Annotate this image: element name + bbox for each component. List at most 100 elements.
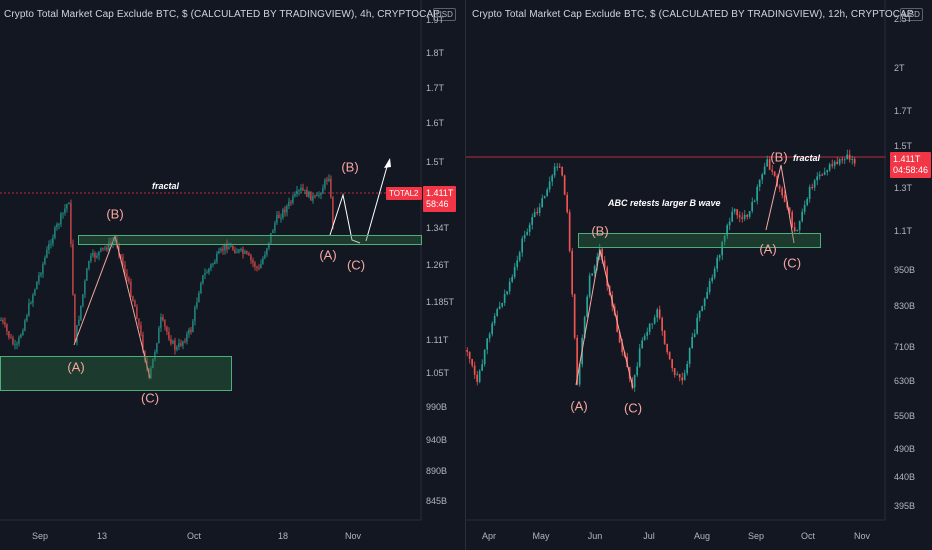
left-candle-body [166,326,168,332]
left-candle-body [102,247,104,249]
left-symbol-tag: TOTAL2 [386,187,422,200]
right-candle-body [848,154,851,160]
left-candle-body [324,179,326,188]
left-currency-button[interactable]: USD [433,8,456,21]
right-y-tick: 830B [894,301,916,311]
left-x-tick: Sep [31,531,49,541]
left-candle-body [198,292,200,303]
left-candle-body [82,294,84,306]
left-wave-b-projected: (B) [341,159,359,175]
right-candle-body [588,275,591,297]
left-candle-body [306,189,308,197]
right-x-tick: Jun [587,531,603,541]
right-candle-body [673,368,676,375]
right-candle-body [828,164,831,171]
left-candle-body [308,191,310,197]
right-price-value: 1.411T [893,154,921,164]
left-candle-body [26,315,28,321]
right-candle-body [478,370,481,382]
left-candle-body [278,214,280,219]
right-candle-body [473,365,476,375]
left-x-tick: 13 [96,531,108,541]
left-candle-body [76,325,78,343]
right-candle-body [781,188,783,196]
left-candle-body [210,264,212,269]
right-candle-body [488,333,491,339]
left-candle-body [106,247,108,250]
left-candle-body [140,325,142,335]
right-candle-body [768,159,771,170]
left-abc-path [73,234,151,379]
right-candle-body [841,159,843,161]
left-candle-body [96,255,98,258]
left-candle-body [318,194,320,196]
left-candle-body [192,320,194,332]
right-chart-panel[interactable]: Crypto Total Market Cap Exclude BTC, $ (… [466,0,932,550]
left-candle-body [44,257,46,264]
right-candle-body [806,198,808,205]
right-candle-body [556,166,558,168]
left-wave-c-projected: (C) [346,257,366,273]
left-candle-body [322,187,324,194]
left-price-tag: 1.411T 58:46 [423,186,457,212]
right-y-tick: 490B [894,444,916,454]
left-chart-panel[interactable]: Crypto Total Market Cap Exclude BTC, $ (… [0,0,465,550]
right-candle-body [501,302,503,307]
left-candle-body [8,331,10,338]
right-candle-body [526,231,528,235]
left-candle-body [10,337,12,339]
right-wave-a-recent: (A) [759,241,777,257]
right-candlestick-chart[interactable] [466,0,932,550]
left-candle-body [248,253,250,256]
left-candle-body [180,343,182,346]
right-candle-body [838,159,841,164]
right-candle-body [711,277,713,282]
left-candle-body [66,204,68,209]
right-x-tick: Aug [693,531,711,541]
right-candle-body [738,215,741,218]
left-candle-body [276,214,278,223]
right-candle-body [753,200,756,202]
right-candle-body [528,224,531,232]
left-candle-body [310,191,312,201]
left-candle-body [14,344,16,346]
right-candle-body [686,363,688,374]
right-candle-body [533,212,536,218]
panel-divider[interactable] [465,0,466,550]
left-candle-body [40,273,42,276]
left-candlestick-chart[interactable] [0,0,465,550]
left-candle-body [182,341,184,346]
left-candle-body [92,253,94,256]
right-candle-body [553,166,556,176]
right-candle-body [813,180,816,188]
left-wave-b: (B) [106,206,124,222]
left-candle-body [204,273,206,276]
left-candle-body [304,189,306,191]
right-candle-body [538,207,541,214]
right-candle-body [788,207,791,213]
left-candle-body [174,340,176,350]
right-candle-body [643,335,646,341]
left-y-tick: 1.5T [426,157,445,167]
right-currency-button[interactable]: USD [900,8,923,21]
right-candle-body [808,186,811,199]
right-candle-body [853,158,856,164]
left-candle-body [124,264,126,274]
right-wave-a: (A) [570,398,588,414]
right-y-tick: 1.7T [894,106,913,116]
right-x-tick: Sep [747,531,765,541]
left-candle-body [206,272,208,274]
right-candle-body [661,317,663,331]
right-candle-body [503,294,506,303]
right-chart-title: Crypto Total Market Cap Exclude BTC, $ (… [472,9,914,20]
left-candle-body [290,201,292,203]
left-x-tick: Oct [186,531,202,541]
right-candle-body [846,154,848,160]
right-candle-body [758,179,761,187]
left-candle-body [236,251,238,254]
left-candle-body [262,258,264,264]
left-candle-body [56,224,58,228]
right-candle-body [816,176,818,181]
right-candle-body [716,257,718,269]
left-candle-body [158,327,160,344]
